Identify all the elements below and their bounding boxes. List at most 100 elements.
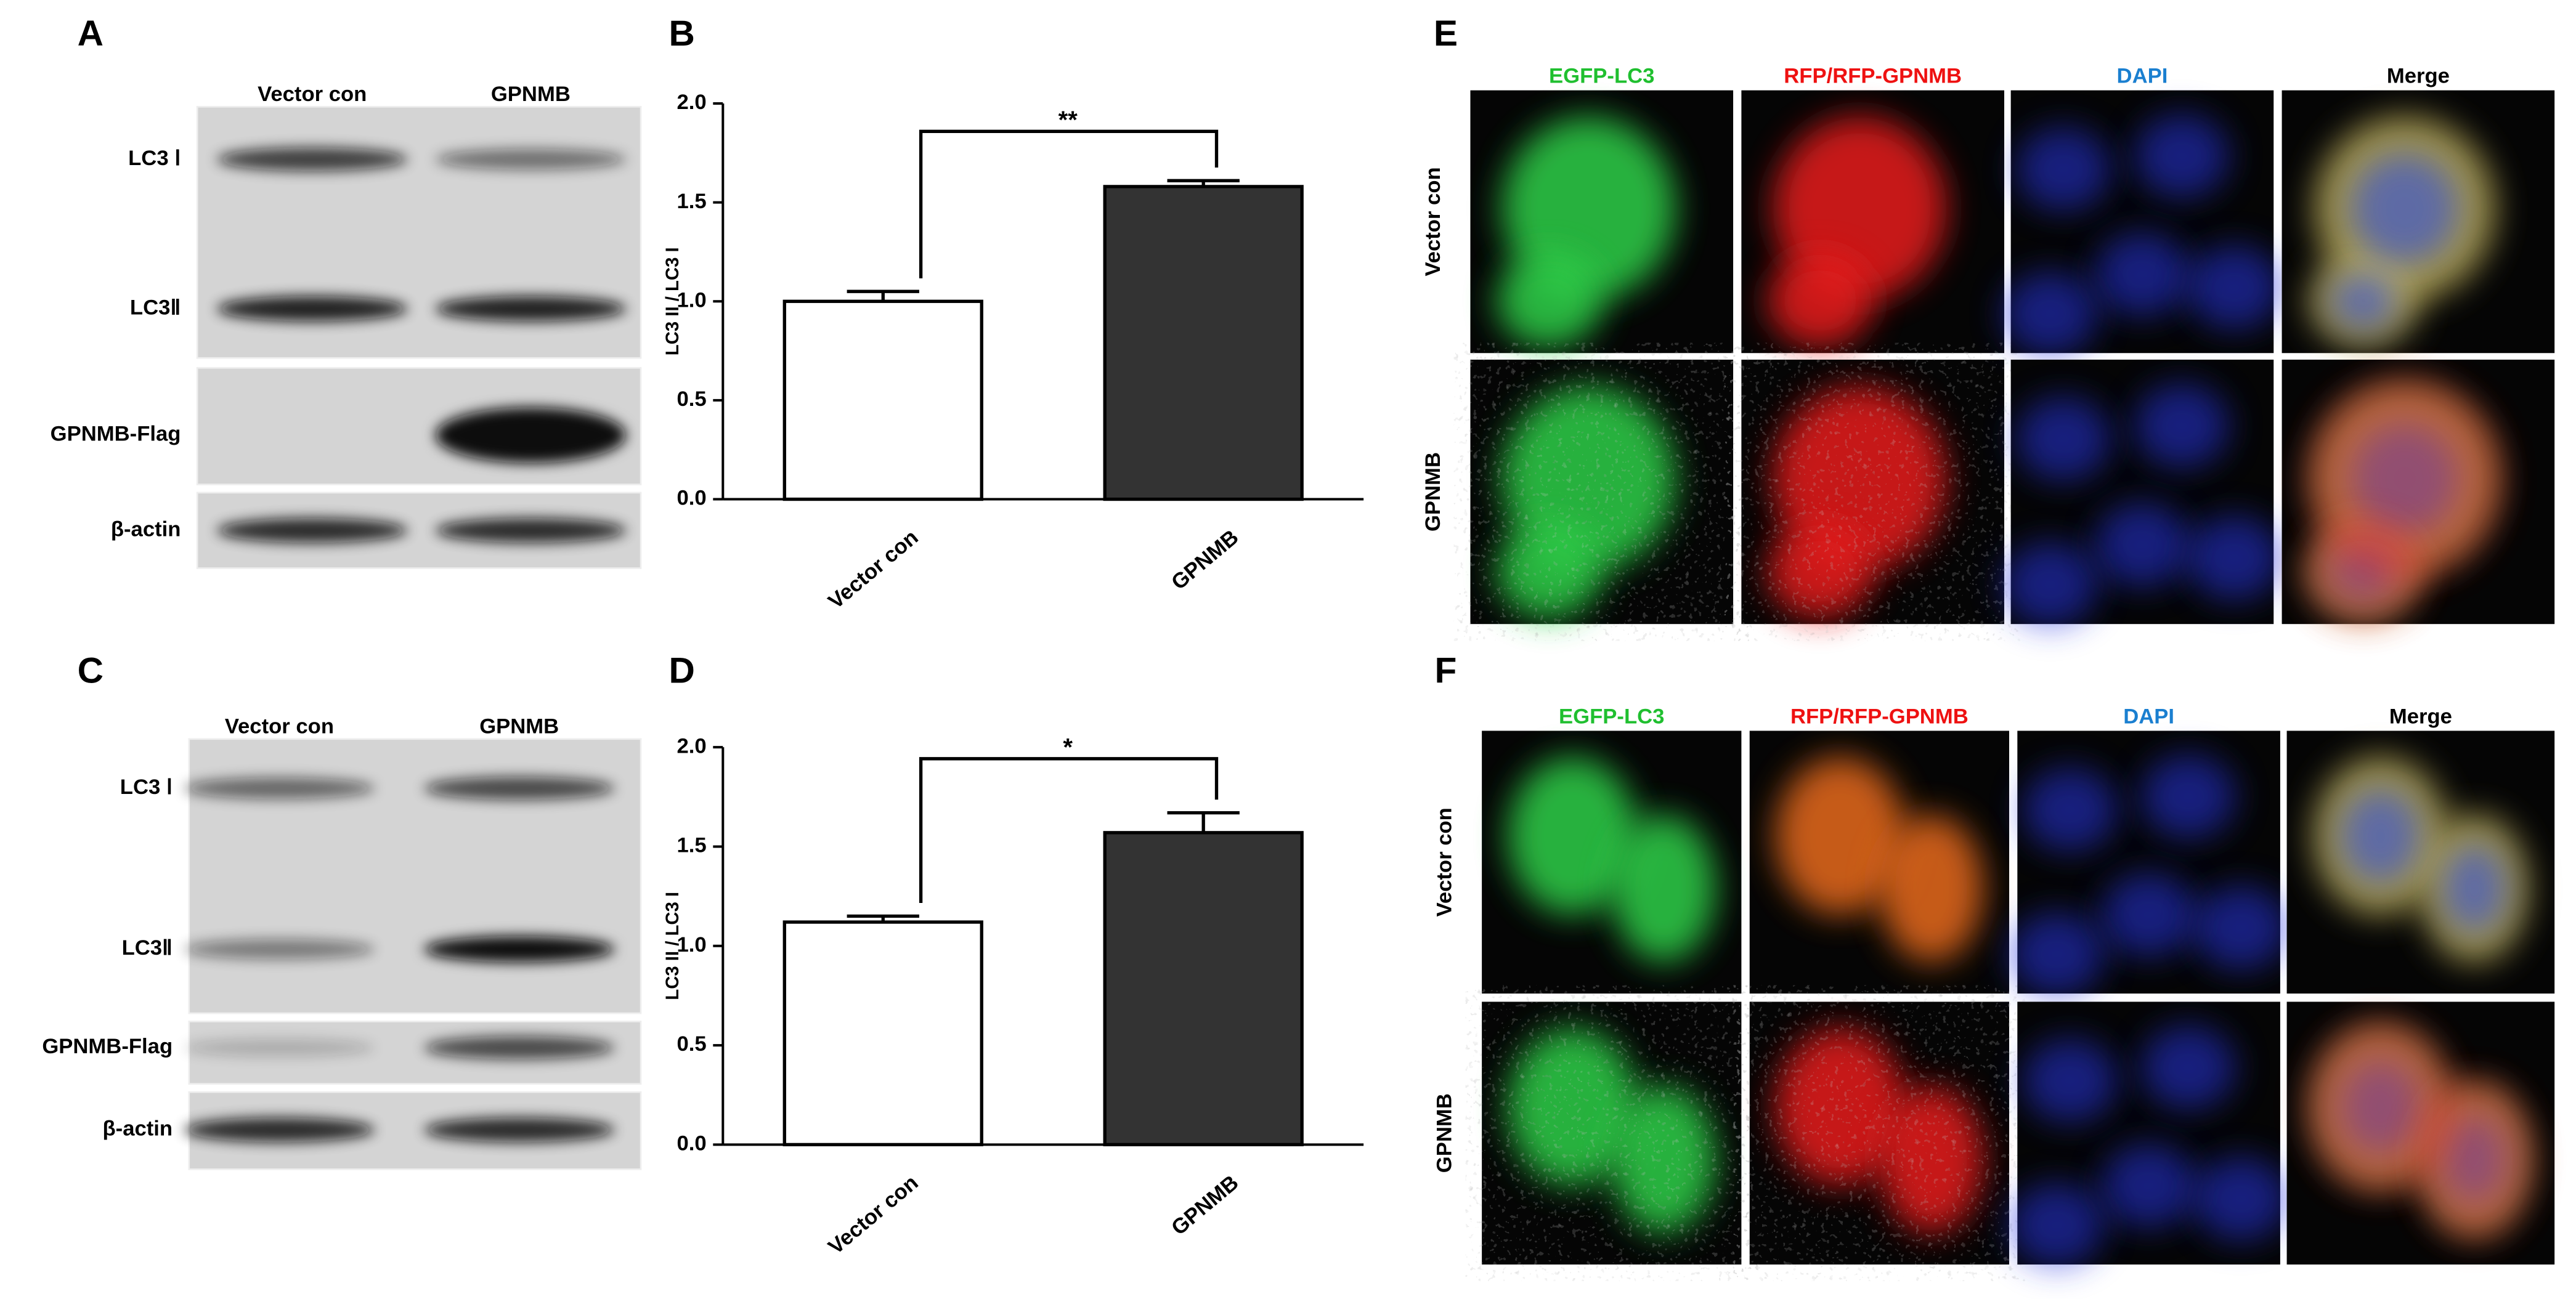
blot-band xyxy=(217,518,408,543)
y-tick-label: 0.0 xyxy=(677,1132,706,1155)
cell xyxy=(1879,814,1983,962)
condition-label: GPNMB xyxy=(1421,452,1445,532)
row-label: GPNMB-Flag xyxy=(42,1035,173,1058)
nucleus xyxy=(2002,271,2098,356)
error-bar xyxy=(847,289,919,302)
blot-band xyxy=(435,518,627,543)
blot-band xyxy=(435,407,627,463)
nucleus xyxy=(2101,1143,2196,1228)
nucleus xyxy=(2134,383,2229,468)
x-tick-label: GPNMB xyxy=(1167,525,1243,594)
lane-label: Vector con xyxy=(225,714,334,738)
blot-band xyxy=(217,296,408,322)
nucleus xyxy=(2101,872,2196,957)
nucleus xyxy=(2022,1038,2118,1123)
channel-label: EGFP-LC3 xyxy=(1559,705,1664,728)
blot-band xyxy=(435,148,627,170)
row-label: LC3Ⅱ xyxy=(130,296,181,319)
blot-band xyxy=(424,936,615,963)
blot-membrane xyxy=(196,105,642,359)
y-tick-label: 1.0 xyxy=(677,288,706,312)
cell xyxy=(2331,272,2397,329)
nucleus xyxy=(2193,886,2288,970)
significance-bracket xyxy=(919,757,1219,904)
puncta xyxy=(1749,368,1996,616)
cell xyxy=(2442,844,2506,933)
channel-label: Merge xyxy=(2387,64,2450,87)
panel-letter: E xyxy=(1434,14,1458,54)
puncta xyxy=(1758,1010,2001,1257)
blot-band xyxy=(184,939,375,960)
nucleus xyxy=(2187,245,2282,330)
condition-label: GPNMB xyxy=(1433,1093,1457,1173)
condition-label: Vector con xyxy=(1421,167,1445,276)
row-label: β-actin xyxy=(111,517,181,541)
significance-bracket xyxy=(919,129,1219,278)
nucleus xyxy=(2140,1025,2236,1110)
blot-band xyxy=(424,1117,615,1143)
puncta xyxy=(1478,368,1725,616)
cell xyxy=(1775,757,1906,915)
x-tick-label: Vector con xyxy=(824,525,922,613)
blot-band xyxy=(435,296,627,322)
cell xyxy=(1508,757,1638,915)
panel-letter: B xyxy=(668,14,694,54)
nucleus xyxy=(2134,114,2229,198)
cell xyxy=(1497,253,1602,348)
panel-letter: D xyxy=(668,651,694,691)
lane-label: GPNMB xyxy=(491,83,571,106)
x-tick-label: Vector con xyxy=(824,1171,922,1259)
condition-label: Vector con xyxy=(1433,807,1457,917)
channel-label: Merge xyxy=(2389,705,2452,728)
y-tick-label: 1.0 xyxy=(677,933,706,957)
y-tick-label: 0.5 xyxy=(677,387,706,411)
nucleus xyxy=(2095,502,2190,588)
panel-letter: C xyxy=(78,651,104,691)
error-bar xyxy=(1167,811,1240,833)
y-tick-label: 2.0 xyxy=(677,91,706,114)
lane-label: GPNMB xyxy=(479,714,559,738)
nucleus xyxy=(2022,767,2118,852)
y-tick-label: 2.0 xyxy=(677,734,706,758)
nucleus xyxy=(2140,754,2236,839)
panel-letter: F xyxy=(1435,651,1457,691)
lane-label: Vector con xyxy=(258,83,367,106)
channel-label: RFP/RFP-GPNMB xyxy=(1790,705,1969,728)
puncta xyxy=(1490,1010,1734,1257)
blot-band xyxy=(184,1117,375,1143)
cell xyxy=(2340,788,2421,883)
row-label: LC3 Ⅰ xyxy=(120,775,173,799)
nucleus xyxy=(2016,127,2111,211)
bar xyxy=(1103,831,1304,1147)
y-tick-label: 1.5 xyxy=(677,190,706,213)
row-label: GPNMB-Flag xyxy=(51,423,181,446)
blot-band xyxy=(184,777,375,799)
y-axis-label: LC3 II / LC3 I xyxy=(662,247,683,355)
bar xyxy=(782,299,983,501)
y-tick-label: 0.0 xyxy=(677,487,706,510)
channel-label: DAPI xyxy=(2117,64,2168,87)
blot-band xyxy=(184,1038,375,1057)
nucleus xyxy=(2095,232,2190,317)
channel-label: EGFP-LC3 xyxy=(1549,64,1654,87)
nucleus xyxy=(2009,1183,2105,1268)
row-label: β-actin xyxy=(103,1117,173,1141)
y-tick-label: 1.5 xyxy=(677,834,706,857)
x-tick-label: GPNMB xyxy=(1167,1171,1243,1240)
nucleus xyxy=(2187,516,2282,601)
bar xyxy=(1103,185,1304,501)
nucleus xyxy=(2002,542,2098,627)
channel-label: RFP/RFP-GPNMB xyxy=(1784,64,1962,87)
row-label: LC3 Ⅰ xyxy=(128,147,181,170)
nucleus xyxy=(2193,1157,2288,1241)
cell xyxy=(2350,153,2459,264)
cell xyxy=(2415,1078,2533,1240)
significance-label: * xyxy=(1063,734,1073,761)
row-label: LC3Ⅱ xyxy=(122,936,173,960)
blot-band xyxy=(217,147,408,171)
nucleus xyxy=(2016,397,2111,482)
channel-label: DAPI xyxy=(2123,705,2174,728)
cell xyxy=(2303,519,2424,624)
